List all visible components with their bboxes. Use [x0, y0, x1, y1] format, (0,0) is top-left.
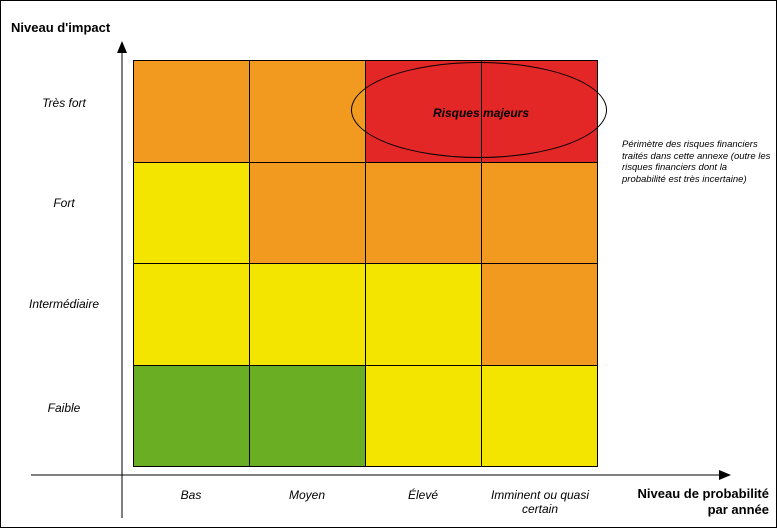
matrix-cell-r1-c2-orange	[249, 60, 365, 162]
matrix-cell-r4-c3-yellow	[365, 364, 481, 466]
impact-label-intermediaire: Intermédiaire	[28, 297, 100, 311]
matrix-cell-r4-c1-green	[133, 364, 249, 466]
probability-label-imminent: Imminent ou quasi certain	[490, 488, 590, 516]
y-axis-title: Niveau d'impact	[11, 20, 111, 35]
matrix-cell-r4-c4-yellow	[481, 364, 597, 466]
major-risks-ellipse	[351, 62, 607, 158]
probability-label-eleve: Élevé	[407, 488, 439, 502]
probability-label-bas: Bas	[180, 488, 202, 502]
y-axis-arrow	[117, 41, 127, 53]
matrix-cell-r2-c4-orange	[481, 161, 597, 263]
matrix-cell-r3-c2-yellow	[249, 263, 365, 365]
x-axis-title: Niveau de probabilité par année	[581, 486, 769, 518]
matrix-cell-r2-c3-orange	[365, 161, 481, 263]
impact-label-faible: Faible	[47, 401, 81, 415]
matrix-cell-r2-c1-yellow	[133, 161, 249, 263]
major-risks-label: Risques majeurs	[432, 106, 530, 120]
matrix-cell-r3-c3-yellow	[365, 263, 481, 365]
x-axis-arrow	[719, 470, 731, 480]
matrix-cell-r3-c4-orange	[481, 263, 597, 365]
matrix-cell-r4-c2-green	[249, 364, 365, 466]
impact-label-fort: Fort	[53, 196, 75, 210]
impact-label-tres-fort: Très fort	[42, 96, 86, 110]
x-axis-title-line1: Niveau de probabilité	[637, 486, 769, 501]
perimeter-note: Périmètre des risques financiers traités…	[622, 139, 771, 185]
matrix-cell-r2-c2-orange	[249, 161, 365, 263]
matrix-cell-r3-c1-yellow	[133, 263, 249, 365]
probability-label-moyen: Moyen	[288, 488, 326, 502]
x-axis-title-line2: par année	[707, 502, 769, 517]
matrix-cell-r1-c1-orange	[133, 60, 249, 162]
